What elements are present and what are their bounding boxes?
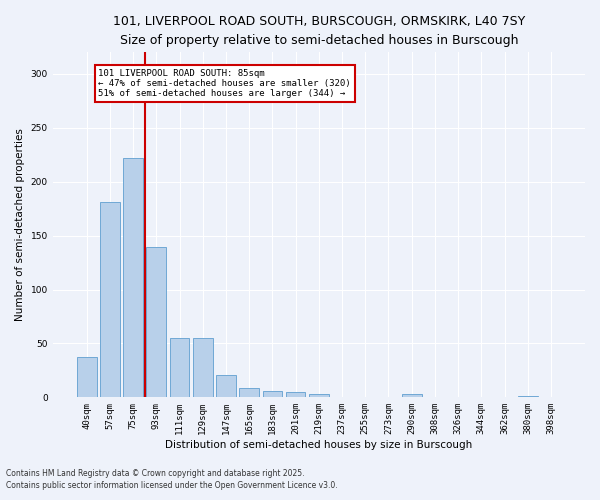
Bar (216, 374, 236, 398)
Bar (123, 158, 143, 398)
Bar (309, 394, 329, 398)
Bar (170, 338, 190, 398)
Title: 101, LIVERPOOL ROAD SOUTH, BURSCOUGH, ORMSKIRK, L40 7SY
Size of property relativ: 101, LIVERPOOL ROAD SOUTH, BURSCOUGH, OR… (113, 15, 525, 47)
Bar (263, 391, 282, 398)
Text: 101 LIVERPOOL ROAD SOUTH: 85sqm
← 47% of semi-detached houses are smaller (320)
: 101 LIVERPOOL ROAD SOUTH: 85sqm ← 47% of… (98, 68, 351, 98)
Bar (239, 388, 259, 398)
Bar (402, 394, 422, 398)
Bar (193, 338, 212, 398)
Bar (77, 358, 97, 398)
Bar (146, 248, 166, 398)
X-axis label: Distribution of semi-detached houses by size in Burscough: Distribution of semi-detached houses by … (165, 440, 472, 450)
Text: Contains HM Land Registry data © Crown copyright and database right 2025.
Contai: Contains HM Land Registry data © Crown c… (6, 468, 338, 490)
Bar (100, 202, 120, 398)
Bar (518, 396, 538, 398)
Bar (286, 392, 305, 398)
Y-axis label: Number of semi-detached properties: Number of semi-detached properties (15, 128, 25, 322)
